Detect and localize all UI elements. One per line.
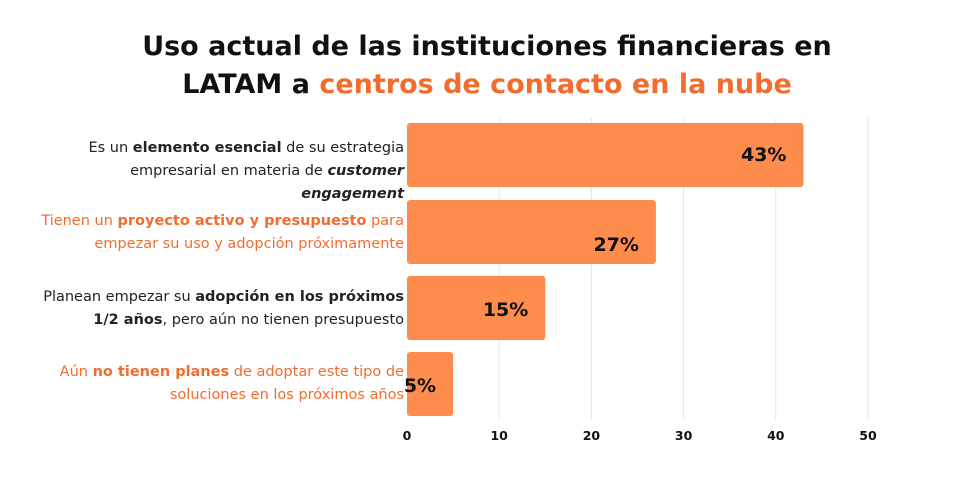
category-label-line: Es un elemento esencial de su estrategia xyxy=(24,137,404,160)
category-label-line: empezar su uso y adopción próximamente xyxy=(24,233,404,256)
x-tick-label-20: 20 xyxy=(583,428,601,443)
category-label-line: Tienen un proyecto activo y presupuesto … xyxy=(24,210,404,233)
category-label-text: , pero aún no tienen presupuesto xyxy=(162,312,405,328)
bar-3 xyxy=(407,276,546,340)
chart-title-line2-prefix: LATAM a xyxy=(182,69,320,100)
category-label-line: empresarial en materia de customer engag… xyxy=(24,160,404,206)
category-label-line: Aún no tienen planes de adoptar este tip… xyxy=(24,361,404,384)
bar-value-label-4: 5% xyxy=(404,375,436,397)
x-tick-label-30: 30 xyxy=(675,428,693,443)
category-label-text: adopción en los próximos xyxy=(195,289,404,305)
category-label-text: Tienen un xyxy=(41,213,118,229)
category-label-text: de adoptar este tipo de xyxy=(229,364,404,380)
bar-value-label-2: 27% xyxy=(593,234,638,256)
category-label-text: empezar su uso y adopción próximamente xyxy=(94,236,404,252)
category-label-text: para xyxy=(366,213,404,229)
bar-4 xyxy=(407,352,454,416)
category-label-text: empresarial en materia de xyxy=(130,163,328,179)
chart-title: Uso actual de las instituciones financie… xyxy=(0,28,974,104)
x-tick-label-40: 40 xyxy=(767,428,785,443)
category-label-3: Planean empezar su adopción en los próxi… xyxy=(24,286,404,332)
bar-1 xyxy=(407,123,804,187)
category-label-line: soluciones en los próximos años xyxy=(24,384,404,407)
category-label-text: elemento esencial xyxy=(132,140,282,156)
category-label-text: soluciones en los próximos años xyxy=(169,387,404,403)
category-label-text: 1/2 años xyxy=(93,312,163,328)
category-label-4: Aún no tienen planes de adoptar este tip… xyxy=(24,361,404,407)
chart-title-line2: LATAM a centros de contacto en la nube xyxy=(0,66,974,104)
category-label-text: Es un xyxy=(88,140,133,156)
category-label-text: customer engagement xyxy=(301,163,404,202)
category-labels: Es un elemento esencial de su estrategia… xyxy=(0,0,410,490)
category-label-line: Planean empezar su adopción en los próxi… xyxy=(24,286,404,309)
category-label-text: Aún xyxy=(59,364,93,380)
x-tick-label-50: 50 xyxy=(859,428,877,443)
chart-title-line1: Uso actual de las instituciones financie… xyxy=(142,31,832,62)
bar-value-label-3: 15% xyxy=(483,299,528,321)
category-label-text: proyecto activo y presupuesto xyxy=(117,213,367,229)
category-label-1: Es un elemento esencial de su estrategia… xyxy=(24,137,404,206)
category-label-text: no tienen planes xyxy=(92,364,230,380)
bar-2 xyxy=(407,200,656,264)
chart-title-line2-accent: centros de contacto en la nube xyxy=(319,69,792,100)
category-label-text: de su estrategia xyxy=(281,140,404,156)
bar-value-label-1: 43% xyxy=(741,144,786,166)
category-label-line: 1/2 años, pero aún no tienen presupuesto xyxy=(24,309,404,332)
x-tick-label-0: 0 xyxy=(403,428,412,443)
category-label-2: Tienen un proyecto activo y presupuesto … xyxy=(24,210,404,256)
x-tick-label-10: 10 xyxy=(490,428,508,443)
category-label-text: Planean empezar su xyxy=(43,289,196,305)
